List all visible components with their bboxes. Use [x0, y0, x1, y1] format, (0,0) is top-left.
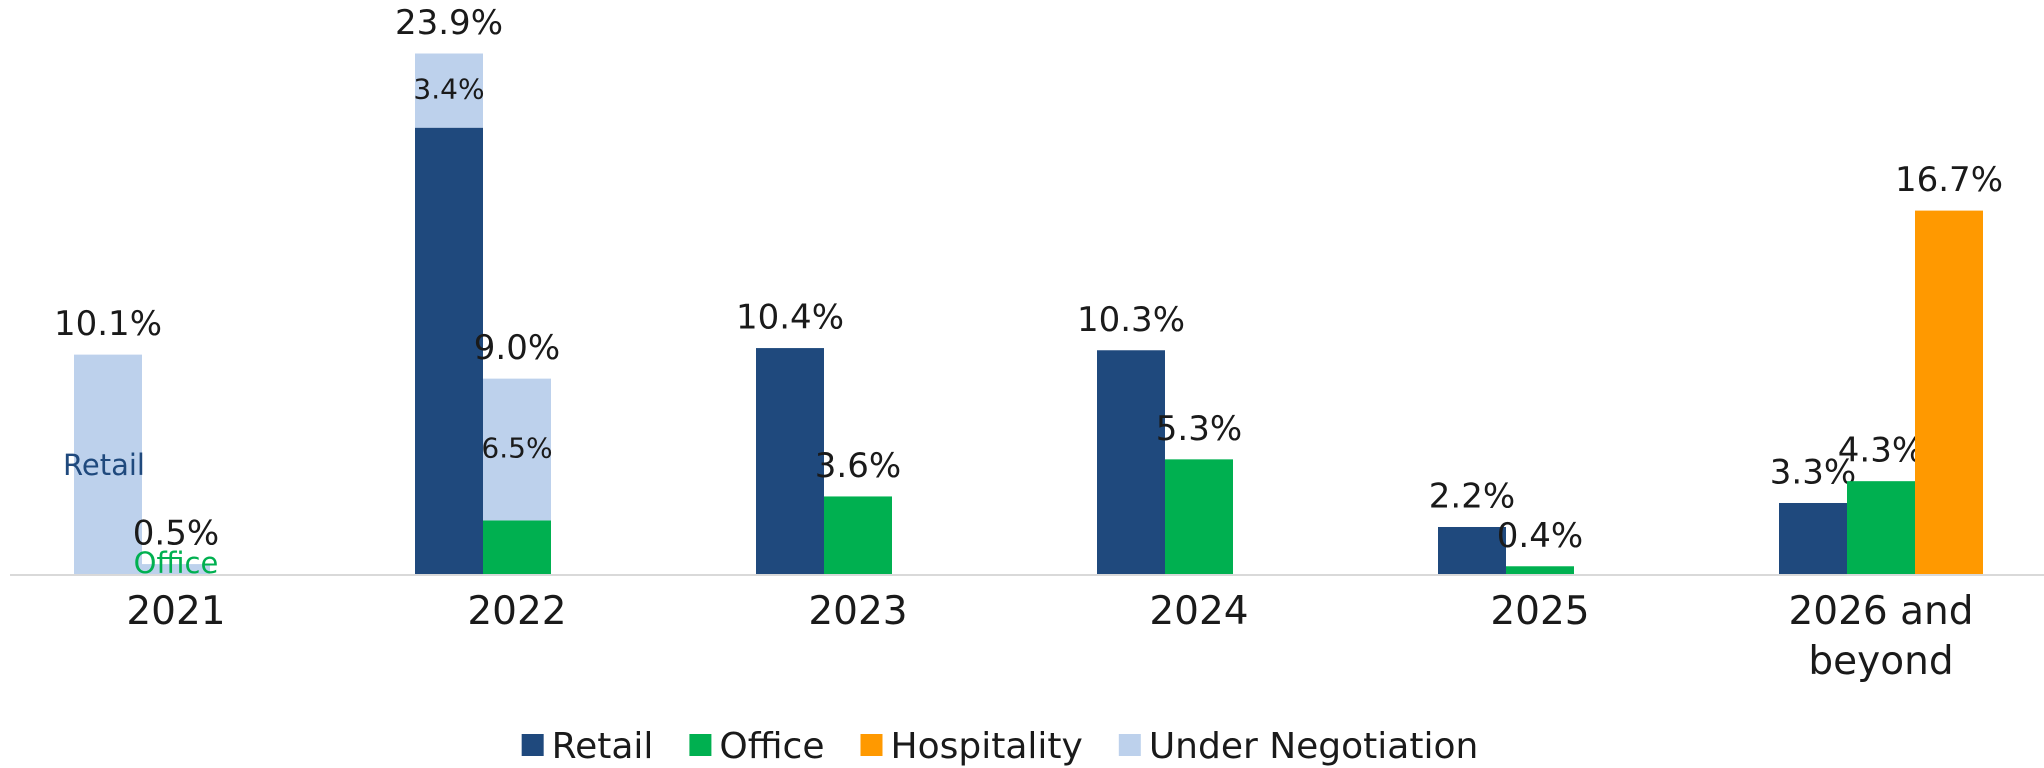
x-tick-label: 2023 [808, 589, 908, 634]
data-label: 2.2% [1429, 476, 1515, 516]
x-tick-label-box: 2025 [1490, 589, 1590, 634]
x-tick-label: 2021 [126, 589, 226, 634]
bar-segment [142, 564, 210, 575]
x-tick-label-box: 2021 [126, 589, 226, 634]
legend-swatch [521, 734, 544, 756]
bar [1506, 566, 1574, 575]
segment-label: 6.5% [481, 432, 552, 465]
bar [1847, 481, 1915, 575]
bar [415, 127, 483, 575]
data-label: 5.3% [1156, 409, 1242, 449]
bar [1165, 459, 1233, 575]
bar [483, 520, 551, 575]
data-label: 0.4% [1497, 516, 1583, 556]
bar [1779, 502, 1847, 575]
data-label: 10.4% [736, 298, 844, 338]
legend-label: Under Negotiation [1149, 726, 1479, 767]
data-label: 9.0% [474, 328, 560, 368]
bar [824, 496, 892, 575]
x-tick-label: 2026 and beyond [1788, 589, 1974, 684]
data-label: 10.3% [1077, 300, 1185, 340]
data-label: 23.9% [395, 3, 503, 43]
data-label: 10.1% [54, 304, 162, 344]
x-tick-label-box: 2024 [1149, 589, 1249, 634]
legend-label: Office [719, 726, 824, 767]
data-label: 3.3% [1770, 452, 1856, 492]
legend-swatch [689, 734, 712, 756]
x-tick-label: 2024 [1149, 589, 1249, 634]
bar-segment [415, 53, 483, 128]
data-label: 16.7% [1895, 160, 2003, 200]
bar-segment [74, 354, 142, 575]
legend-label: Hospitality [891, 726, 1083, 767]
legend: Retail Office Hospitality Under Negotiation [521, 726, 1479, 767]
x-tick-label: 2025 [1490, 589, 1590, 634]
bar-segment [483, 378, 551, 521]
x-tick-label: 2022 [467, 589, 567, 634]
legend-swatch [1118, 734, 1141, 756]
data-label: 4.3% [1838, 431, 1924, 471]
x-tick-label-box: 2026 and beyond [1788, 589, 1974, 684]
data-label: 0.5% [133, 514, 219, 554]
data-label: 3.6% [815, 446, 901, 486]
bar [1438, 526, 1506, 575]
x-tick-label-box: 2022 [467, 589, 567, 634]
x-tick-label-box: 2023 [808, 589, 908, 634]
bar [1915, 210, 1983, 575]
annotation: Retail [63, 448, 145, 482]
bar [756, 348, 824, 575]
legend-label: Retail [552, 726, 654, 767]
segment-label: 3.4% [413, 73, 484, 106]
legend-swatch [860, 734, 883, 756]
bar [1097, 350, 1165, 575]
